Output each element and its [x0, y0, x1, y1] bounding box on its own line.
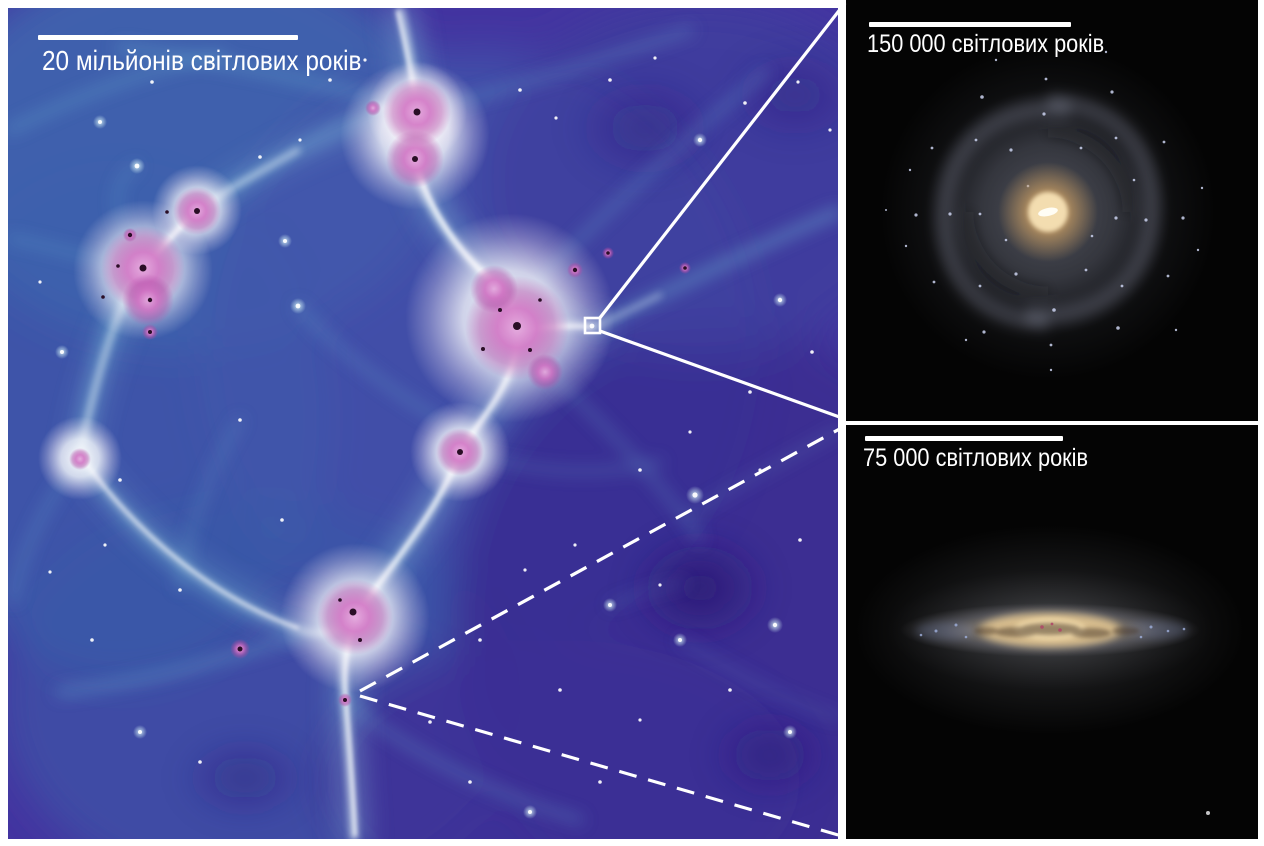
scale-bar-150000-ly [869, 22, 1071, 27]
cosmic-web-rendering [8, 8, 838, 839]
panel-galaxy-face-on: 150 000 світлових років [846, 0, 1258, 421]
edge-on-galaxy-image [846, 425, 1258, 839]
scale-label-75000-ly: 75 000 світлових років [863, 444, 1089, 472]
scale-label-150000-ly: 150 000 світлових років [867, 30, 1105, 58]
spiral-galaxy-image [846, 0, 1258, 421]
scale-bar-75000-ly [865, 436, 1063, 441]
scale-bar-20-million-ly [38, 35, 298, 40]
scale-label-20-million-ly: 20 мільйонів світлових років [42, 45, 362, 76]
panel-galaxy-edge-on: 75 000 світлових років [846, 425, 1258, 839]
panel-cosmic-web: 20 мільйонів світлових років [8, 8, 838, 839]
